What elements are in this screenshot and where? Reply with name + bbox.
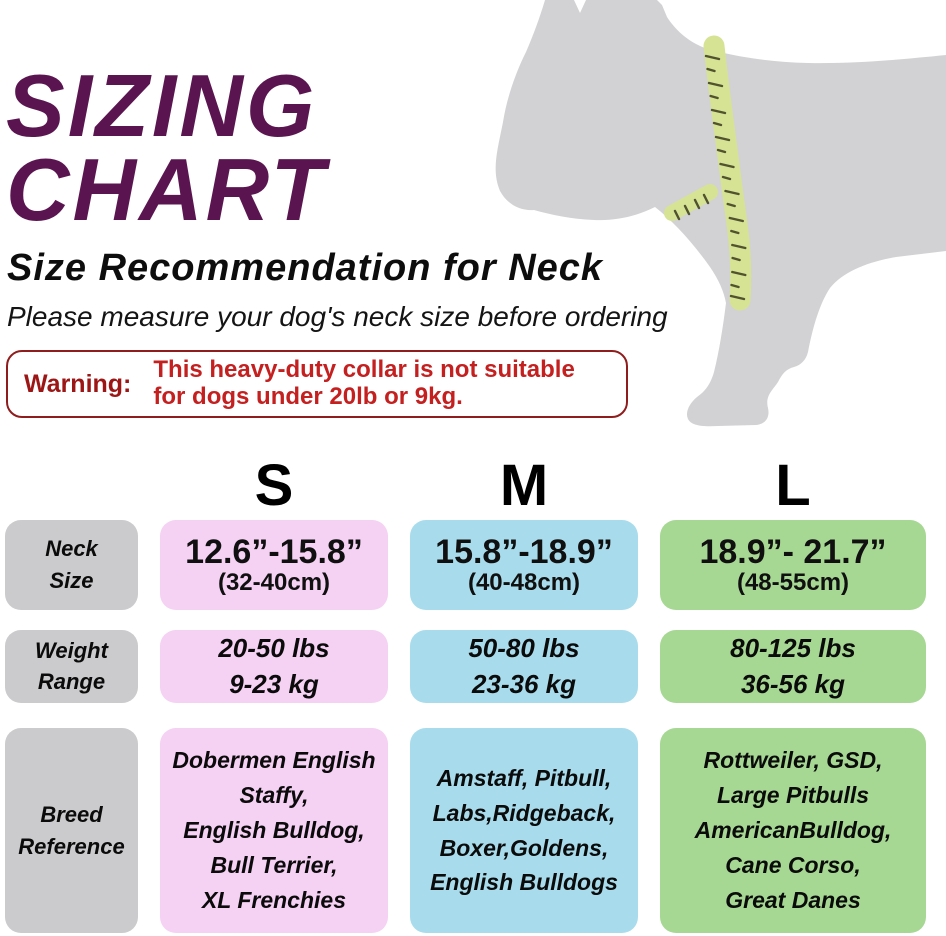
size-header-m: M (499, 453, 549, 518)
row-label-neck-size: Neck Size (5, 520, 138, 610)
neck-size-inches-m: 15.8”-18.9” (435, 532, 613, 571)
dog-neck-measurement-illustration (476, 0, 946, 445)
breed-reference-cell-l: Rottweiler, GSD, Large Pitbulls American… (660, 728, 926, 933)
neck-size-inches-l: 18.9”- 21.7” (699, 532, 887, 571)
neck-size-cell-s: 12.6”-15.8” (32-40cm) (160, 520, 388, 610)
row-label-weight-range: Weight Range (5, 630, 138, 703)
page-subtitle: Size Recommendation for Neck (7, 247, 604, 289)
size-header-s: S (254, 453, 294, 518)
warning-label: Warning: (24, 369, 132, 398)
neck-size-cell-l: 18.9”- 21.7” (48-55cm) (660, 520, 926, 610)
header-spacer (5, 452, 138, 519)
neck-size-cm-m: (40-48cm) (467, 569, 581, 597)
breed-reference-cell-s: Dobermen English Staffy, English Bulldog… (160, 728, 388, 933)
weight-range-row: Weight Range 20-50 lbs 9-23 kg 50-80 lbs… (5, 630, 926, 703)
warning-box: Warning: This heavy-duty collar is not s… (6, 350, 628, 418)
neck-size-cm-s: (32-40cm) (217, 569, 331, 597)
weight-range-cell-s: 20-50 lbs 9-23 kg (160, 630, 388, 703)
neck-size-cm-l: (48-55cm) (736, 569, 850, 597)
size-header-row: S M L (5, 452, 926, 518)
warning-message: This heavy-duty collar is not suitable f… (153, 356, 575, 410)
dog-body-silhouette (495, 0, 946, 427)
measure-note: Please measure your dog's neck size befo… (7, 301, 668, 332)
breed-reference-row: Breed Reference Dobermen English Staffy,… (5, 728, 926, 933)
weight-range-cell-l: 80-125 lbs 36-56 kg (660, 630, 926, 703)
row-label-breed-reference: Breed Reference (5, 728, 138, 933)
size-header-l: L (775, 453, 811, 518)
weight-range-cell-m: 50-80 lbs 23-36 kg (410, 630, 638, 703)
breed-reference-cell-m: Amstaff, Pitbull, Labs,Ridgeback, Boxer,… (410, 728, 638, 933)
neck-size-inches-s: 12.6”-15.8” (185, 532, 363, 571)
page-title: SIZING CHART (6, 56, 328, 240)
neck-size-row: Neck Size 12.6”-15.8” (32-40cm) 15.8”-18… (5, 520, 926, 610)
neck-size-cell-m: 15.8”-18.9” (40-48cm) (410, 520, 638, 610)
dog-silhouette-icon (495, 0, 946, 427)
measuring-tape-icon (664, 35, 752, 311)
tape-tick-marks (673, 54, 747, 301)
